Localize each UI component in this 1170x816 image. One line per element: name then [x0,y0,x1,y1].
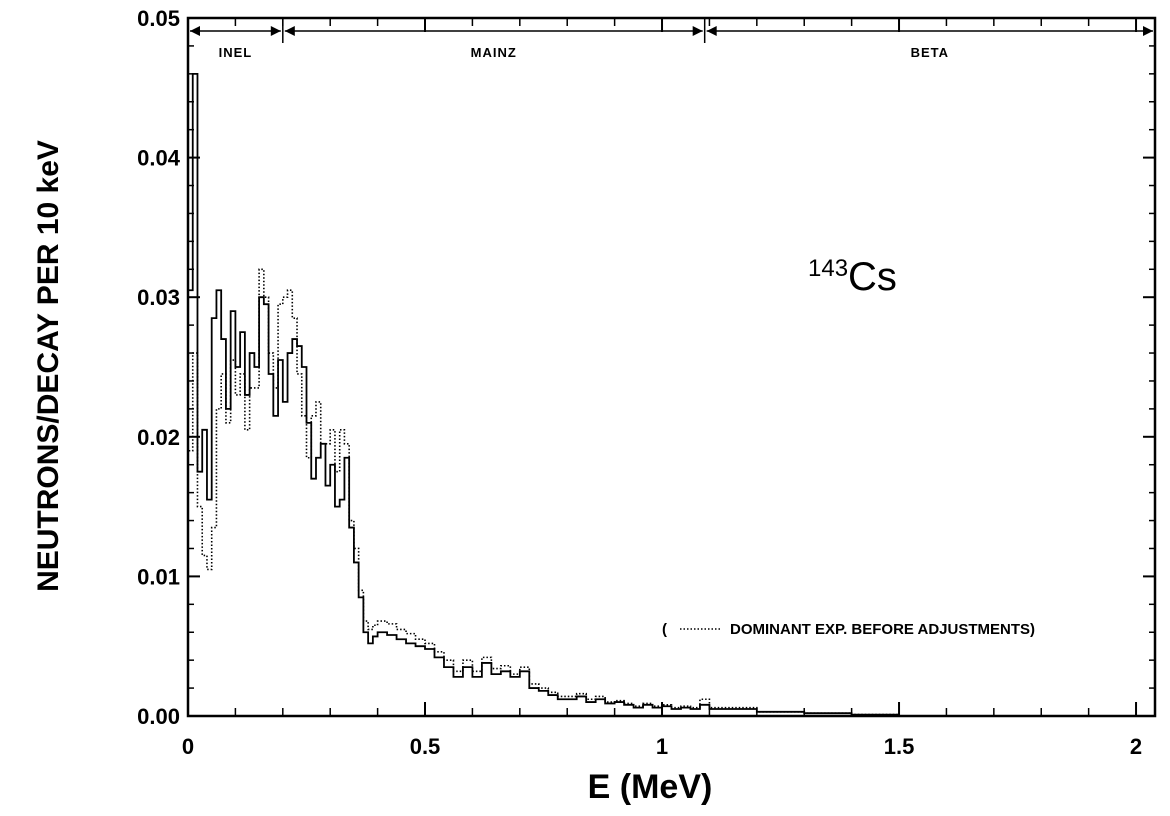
region-label: BETA [911,45,949,60]
y-axis-title: NEUTRONS/DECAY PER 10 keV [32,140,65,592]
y-tick-label: 0.04 [137,146,181,171]
region-arrow-head-left [284,26,295,36]
series-layer [187,72,904,717]
region-arrow-head-right [692,26,703,36]
y-tick-label: 0.03 [137,285,180,310]
region-label: INEL [219,45,253,60]
isotope-label: 143Cs [808,255,897,299]
x-tick-label: 2 [1130,734,1142,759]
isotope-mass: 143 [808,255,848,282]
series-solid [187,72,904,717]
legend: ( DOMINANT EXP. BEFORE ADJUSTMENTS) [662,621,1035,638]
y-tick-label: 0.02 [137,425,180,450]
y-tick-label: 0.01 [137,564,180,589]
x-tick-label: 1 [656,734,668,759]
ticks-layer: 0.00 0.01 0.02 0.03 0.04 0.05 0 0.5 1 1.5 2 [137,6,1155,759]
x-tick-label: 0 [182,734,194,759]
x-axis-title: E (MeV) [588,768,713,806]
region-arrow-head-right [270,26,281,36]
region-arrow-head-right [1143,26,1153,36]
legend-label: DOMINANT EXP. BEFORE ADJUSTMENTS) [730,621,1035,638]
series-dotted [187,268,904,717]
plot-frame-layer [186,16,1157,718]
region-arrow-head-left [706,26,717,36]
region-arrow-head-left [190,26,200,36]
x-tick-label: 1.5 [884,734,915,759]
y-tick-label: 0.00 [137,704,180,729]
x-tick-label: 0.5 [410,734,441,759]
plot-frame [186,16,1157,718]
y-tick-label: 0.05 [137,6,180,31]
region-label: MAINZ [471,45,517,60]
regions-layer: INEL MAINZ BETA [190,19,1156,60]
legend-open-paren: ( [662,621,667,638]
isotope-element: Cs [848,255,897,299]
